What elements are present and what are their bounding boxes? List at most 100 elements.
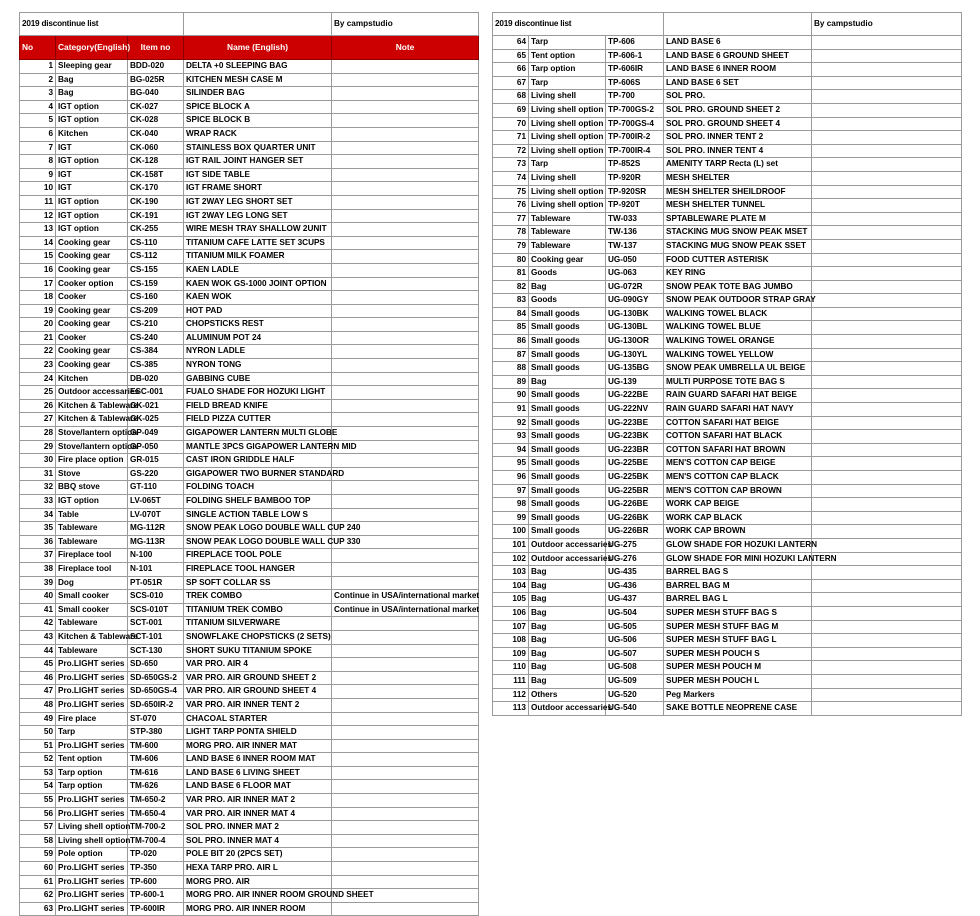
cell-name[interactable]: SAKE BOTTLE NEOPRENE CASE [663,701,813,716]
cell-name[interactable]: SOL PRO. INNER MAT 4 [183,833,333,849]
table-row[interactable]: 107 Bag UG-505 SUPER MESH STUFF BAG M [492,619,963,635]
cell-category[interactable]: Cooking gear [55,317,128,332]
cell-category[interactable]: IGT [55,167,128,183]
cell-note[interactable] [811,198,963,213]
cell-no[interactable]: 2 [19,72,56,88]
cell-no[interactable]: 58 [19,833,56,849]
cell-item-no[interactable]: UG-130BK [604,306,665,322]
cell-category[interactable]: Fireplace tool [55,561,128,577]
cell-category[interactable]: Tableware [55,643,128,659]
cell-no[interactable]: 111 [492,673,529,689]
cell-category[interactable]: Small goods [528,334,606,349]
cell-category[interactable]: Pro.LIGHT series [55,861,128,876]
cell-category[interactable]: Cooking gear [55,262,128,278]
cell-no[interactable]: 16 [19,262,56,278]
cell-no[interactable]: 5 [19,113,56,128]
cell-item-no[interactable]: CK-028 [126,113,185,128]
cell-category[interactable]: Pro.LIGHT series [55,684,128,699]
cell-item-no[interactable]: CK-255 [126,222,185,237]
cell-name[interactable]: GLOW SHADE FOR HOZUKI LANTERN [663,537,817,553]
cell-no[interactable]: 30 [19,453,56,468]
cell-no[interactable]: 103 [492,565,529,580]
table-row[interactable]: 1 Sleeping gear BDD-020 DELTA +0 SLEEPING B… [19,59,480,74]
cell-no[interactable]: 44 [19,643,56,659]
cell-name[interactable]: GLOW SHADE FOR MINI HOZUKI LANTERN [663,551,837,567]
cell-category[interactable]: Living shell option [528,102,606,118]
table-row[interactable]: 51 Pro.LIGHT series TM-600 MORG PRO. AIR IN… [19,738,480,754]
cell-name[interactable]: RAIN GUARD SAFARI HAT NAVY [663,402,813,417]
cell-item-no[interactable]: TP-700GS-4 [604,116,665,132]
table-row[interactable]: 80 Cooking gear UG-050 FOOD CUTTER ASTERISK [492,252,963,268]
cell-name[interactable]: SUPER MESH STUFF BAG L [663,633,813,648]
cell-item-no[interactable]: TW-033 [604,211,665,227]
cell-no[interactable]: 4 [19,99,56,115]
cell-category[interactable]: Small goods [528,361,606,376]
cell-category[interactable]: Tarp [528,157,606,172]
cell-name[interactable]: LAND BASE 6 INNER ROOM MAT [183,752,333,767]
cell-no[interactable]: 23 [19,358,56,373]
cell-name[interactable]: SOL PRO. GROUND SHEET 4 [663,116,813,132]
cell-no[interactable]: 95 [492,456,529,471]
cell-note[interactable] [811,402,963,417]
cell-no[interactable]: 51 [19,738,56,754]
cell-name[interactable]: WORK CAP BLACK [663,510,813,526]
cell-note[interactable] [331,847,480,863]
cell-item-no[interactable]: UG-225BR [604,483,665,499]
cell-name[interactable]: VAR PRO. AIR INNER MAT 4 [183,806,333,822]
cell-note[interactable] [331,290,480,305]
cell-category[interactable]: Tableware [528,225,606,240]
cell-note[interactable]: Continue in USA/international market [331,589,479,604]
cell-item-no[interactable]: TP-600 [126,874,185,890]
cell-item-no[interactable]: GT-110 [126,480,185,495]
cell-name[interactable]: GIGAPOWER LANTERN MULTI GLOBE [183,426,337,441]
cell-note[interactable] [331,194,480,210]
table-row[interactable]: 61 Pro.LIGHT series TP-600 MORG PRO. AIR [19,874,480,890]
cell-item-no[interactable]: BG-040 [126,86,185,101]
cell-note[interactable] [811,374,963,390]
cell-note[interactable] [331,725,480,740]
cell-category[interactable]: Tarp [528,35,606,50]
cell-note[interactable] [811,565,963,580]
cell-no[interactable]: 6 [19,126,56,142]
cell-no[interactable]: 113 [492,701,529,716]
cell-no[interactable]: 65 [492,48,529,64]
cell-note[interactable] [811,170,963,186]
cell-no[interactable]: 37 [19,548,56,563]
cell-no[interactable]: 84 [492,306,529,322]
cell-item-no[interactable]: TP-700 [604,89,665,104]
cell-note[interactable] [331,398,480,414]
table-row[interactable]: 86 Small goods UG-130OR WALKING TOWEL ORANG… [492,334,963,349]
cell-category[interactable]: Kitchen [55,126,128,142]
cell-item-no[interactable]: GK-025 [126,412,185,428]
cell-no[interactable]: 80 [492,252,529,268]
cell-no[interactable]: 60 [19,861,56,876]
cell-category[interactable]: Bag [528,605,606,621]
cell-note[interactable] [811,102,963,118]
cell-category[interactable]: Small goods [528,456,606,471]
table-row[interactable]: 58 Living shell option TM-700-4 SOL PRO. IN… [19,833,480,849]
cell-no[interactable]: 40 [19,589,56,604]
cell-name[interactable]: FIELD PIZZA CUTTER [183,412,333,428]
cell-name[interactable]: SUPER MESH POUCH M [663,660,813,675]
cell-item-no[interactable]: SD-650GS-2 [126,670,185,686]
cell-note[interactable] [811,619,963,635]
cell-name[interactable]: MEN'S COTTON CAP BEIGE [663,456,813,471]
cell-note[interactable] [811,347,963,363]
cell-category[interactable]: Fire place [55,711,128,727]
cell-no[interactable]: 14 [19,235,56,251]
table-row[interactable]: 91 Small goods UG-222NV RAIN GUARD SAFARI H… [492,402,963,417]
cell-name[interactable]: CHOPSTICKS REST [183,317,333,332]
table-row[interactable]: 47 Pro.LIGHT series SD-650GS-4 VAR PRO. AIR… [19,684,480,699]
cell-name[interactable]: FIELD BREAD KNIFE [183,398,333,414]
cell-note[interactable] [811,470,963,485]
cell-name[interactable]: KAEN WOK GS-1000 JOINT OPTION [183,276,333,292]
cell-name[interactable]: MEN'S COTTON CAP BLACK [663,470,813,485]
cell-name[interactable]: SNOW PEAK UMBRELLA UL BEIGE [663,361,813,376]
cell-category[interactable]: Kitchen & Tableware [55,412,138,428]
cell-category[interactable]: Cooking gear [55,249,128,264]
cell-category[interactable]: Kitchen & Tableware [55,398,138,414]
cell-no[interactable]: 91 [492,402,529,417]
cell-no[interactable]: 26 [19,398,56,414]
table-row[interactable]: 22 Cooking gear CS-384 NYRON LADLE [19,344,480,360]
cell-name[interactable]: SNOW PEAK LOGO DOUBLE WALL CUP 330 [183,534,360,550]
